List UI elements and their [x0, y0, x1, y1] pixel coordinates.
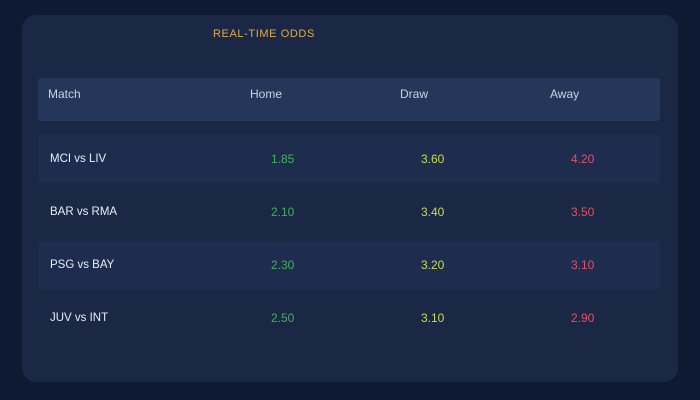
odds-table-body: MCI vs LIV 1.85 3.60 4.20 BAR vs RMA 2.1…: [38, 135, 660, 347]
home-odds-value[interactable]: 2.30: [271, 258, 295, 272]
page-title: REAL-TIME ODDS: [213, 28, 315, 40]
match-name: PSG vs BAY: [50, 259, 115, 271]
home-odds-value[interactable]: 2.10: [271, 205, 295, 219]
table-row: BAR vs RMA 2.10 3.40 3.50: [38, 188, 660, 236]
away-odds-value[interactable]: 2.90: [571, 311, 595, 325]
away-odds-value[interactable]: 3.50: [571, 205, 595, 219]
table-row: MCI vs LIV 1.85 3.60 4.20: [38, 135, 660, 183]
match-name: JUV vs INT: [50, 312, 109, 324]
match-name: MCI vs LIV: [50, 153, 107, 165]
away-odds-value[interactable]: 4.20: [571, 152, 595, 166]
column-header-away: Away: [550, 87, 580, 101]
draw-odds-value[interactable]: 3.10: [421, 311, 445, 325]
table-row: JUV vs INT 2.50 3.10 2.90: [38, 294, 660, 342]
column-header-match: Match: [48, 87, 81, 101]
match-name: BAR vs RMA: [50, 206, 118, 218]
column-header-draw: Draw: [400, 87, 429, 101]
draw-odds-value[interactable]: 3.60: [421, 152, 445, 166]
home-odds-value[interactable]: 2.50: [271, 311, 295, 325]
draw-odds-value[interactable]: 3.40: [421, 205, 445, 219]
away-odds-value[interactable]: 3.10: [571, 258, 595, 272]
home-odds-value[interactable]: 1.85: [271, 152, 295, 166]
odds-card: REAL-TIME ODDS Match Home Draw Away MCI …: [22, 15, 678, 382]
table-header: Match Home Draw Away: [38, 78, 660, 121]
column-header-home: Home: [250, 87, 283, 101]
table-row: PSG vs BAY 2.30 3.20 3.10: [38, 241, 660, 289]
draw-odds-value[interactable]: 3.20: [421, 258, 445, 272]
